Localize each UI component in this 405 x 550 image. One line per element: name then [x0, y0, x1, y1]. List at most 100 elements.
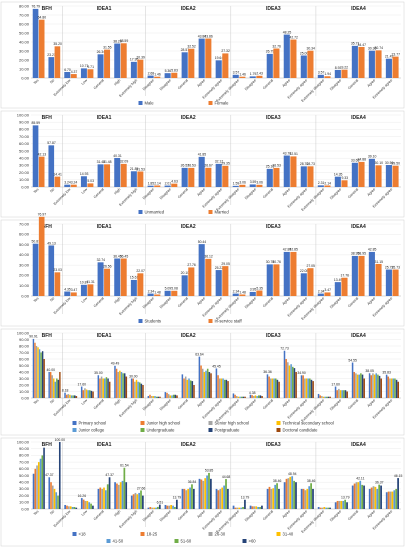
data-label-1-4-4-1: 29.50	[392, 162, 401, 166]
category-label-1-2-2: General	[177, 187, 189, 199]
data-label-2-3-3-0: 42.85	[283, 248, 292, 252]
bar-3-4-2-3	[356, 374, 359, 398]
bar-4-3-3-3	[289, 476, 292, 509]
bar-4-2-3-5	[208, 472, 210, 509]
data-label-0-1-1-0: 10.71	[80, 64, 89, 68]
legend-swatch-1-1	[208, 210, 213, 214]
data-label-4-4-4-6: 46.15	[394, 474, 403, 478]
bar-4-1-3-0	[114, 482, 116, 509]
bar-3-2-4-2	[218, 378, 221, 398]
data-label-1-1-3-0: 40.31	[113, 154, 122, 158]
category-label-3-2-2: General	[177, 398, 189, 410]
data-label-1-2-4-0: 32.12	[215, 160, 224, 164]
bar-0-2-0-0	[147, 75, 154, 78]
bar-3-2-1-5	[172, 394, 175, 398]
bar-3-2-1-6	[174, 394, 177, 398]
data-label-1-4-3-1: 30.10	[375, 161, 384, 165]
y-tick-label-4-1: 10.00	[19, 500, 30, 505]
data-label-1-3-2-0: 25.16	[266, 165, 275, 169]
category-label-1-3-1: Disagree	[244, 187, 257, 200]
bar-2-3-2-0	[266, 264, 273, 296]
bar-4-2-3-4	[206, 475, 208, 509]
y-tick-label-4-2: 20.00	[19, 493, 30, 498]
bar-1-2-4-1	[222, 165, 229, 187]
y-tick-label-0-4: 40.00	[19, 39, 30, 44]
data-label-1-4-0-0: 2.31	[318, 181, 325, 185]
legend-swatch-3-7	[276, 428, 281, 432]
category-label-2-2-0: Disagree	[142, 296, 155, 309]
data-label-1-2-4-1: 29.35	[221, 162, 230, 166]
data-label-0-1-4-0: 17.95	[130, 58, 139, 62]
bar-2-4-0-0	[317, 293, 324, 296]
bar-4-1-2-0	[97, 488, 100, 509]
bar-1-1-0-0	[64, 184, 71, 187]
category-label-1-0-0: Yes	[33, 187, 40, 194]
bar-3-2-4-5	[223, 379, 226, 398]
panel-border-4	[0, 437, 405, 547]
bar-4-1-0-3	[69, 506, 72, 509]
data-label-3-4-4-0: 35.83	[382, 371, 391, 375]
bar-3-2-1-7	[176, 395, 178, 398]
category-label-4-1-3: High	[113, 509, 121, 517]
bar-4-2-1-1	[166, 505, 169, 509]
data-label-2-4-3-1: 31.15	[375, 260, 384, 264]
data-label-0-4-2-0: 35.71	[351, 42, 360, 46]
bar-3-2-3-7	[210, 373, 212, 398]
category-label-3-3-2: General	[262, 398, 274, 410]
data-label-2-0-1-0: 49.13	[47, 241, 56, 245]
data-label-2-2-0-0: 2.34	[148, 289, 155, 293]
bar-3-2-0-2	[150, 396, 153, 398]
bar-4-2-2-3	[187, 488, 190, 509]
category-label-0-3-1: Disagree	[244, 78, 257, 91]
bar-1-4-4-1	[392, 165, 399, 187]
data-label-0-0-0-1: 64.80	[38, 15, 47, 19]
bar-4-3-0-0	[232, 505, 235, 509]
data-label-0-2-1-0: 5.36	[165, 69, 172, 73]
y-tick-label-4-8: 80.00	[19, 453, 30, 458]
section-title-1-1: IDEA1	[97, 115, 112, 121]
bar-3-1-1-4	[87, 390, 89, 398]
data-label-0-1-0-1: 4.37	[71, 70, 78, 74]
bar-1-2-3-1	[205, 167, 212, 187]
data-label-4-4-3-5: 36.37	[375, 480, 384, 484]
bar-4-3-2-4	[274, 484, 277, 509]
legend-label-2-1: In-service staff	[215, 319, 243, 324]
section-title-3-3: IDEA3	[266, 333, 281, 339]
category-label-2-0-1: No	[49, 296, 55, 302]
panel-border-3	[0, 328, 405, 436]
category-label-0-2-0: Disagree	[142, 78, 155, 91]
bar-3-2-1-2	[167, 394, 170, 398]
bar-3-1-1-7	[92, 391, 94, 398]
bar-1-2-1-1	[171, 183, 178, 187]
category-label-1-1-3: High	[113, 187, 121, 195]
bar-2-3-4-0	[300, 273, 307, 296]
bar-4-2-3-6	[210, 478, 212, 509]
bar-4-0-1-4	[55, 492, 58, 509]
data-label-0-2-4-0: 19.64	[215, 56, 224, 60]
bar-3-2-0-1	[149, 394, 151, 398]
bar-3-2-3-1	[200, 365, 202, 398]
legend-swatch-3-3	[276, 421, 281, 425]
bar-4-1-2-1	[99, 487, 102, 509]
bar-2-0-1-1	[54, 272, 61, 296]
data-label-2-0-1-1: 23.03	[53, 268, 62, 272]
bar-0-4-0-1	[324, 76, 331, 78]
legend-label-0-0: Male	[145, 101, 155, 106]
legend-label-3-3: Technical secondary school	[283, 421, 334, 426]
bar-3-2-0-3	[152, 396, 155, 398]
bar-0-1-4-1	[137, 59, 144, 78]
category-label-0-0-1: No	[49, 78, 55, 84]
bar-4-3-2-3	[272, 488, 275, 509]
category-label-0-1-3: High	[113, 78, 121, 86]
panel-border-2	[0, 219, 405, 327]
bar-4-1-3-5	[123, 467, 126, 509]
bar-1-4-4-0	[385, 164, 392, 187]
bar-4-4-2-6	[363, 485, 365, 509]
data-label-3-3-2-0: 36.36	[263, 370, 272, 374]
bar-2-1-3-0	[114, 258, 121, 296]
category-label-2-3-1: Disagree	[244, 296, 257, 309]
bar-4-3-3-4	[291, 476, 294, 509]
bar-4-1-0-6	[75, 507, 78, 509]
bar-1-0-0-1	[38, 156, 45, 187]
bar-2-3-1-1	[256, 290, 263, 296]
